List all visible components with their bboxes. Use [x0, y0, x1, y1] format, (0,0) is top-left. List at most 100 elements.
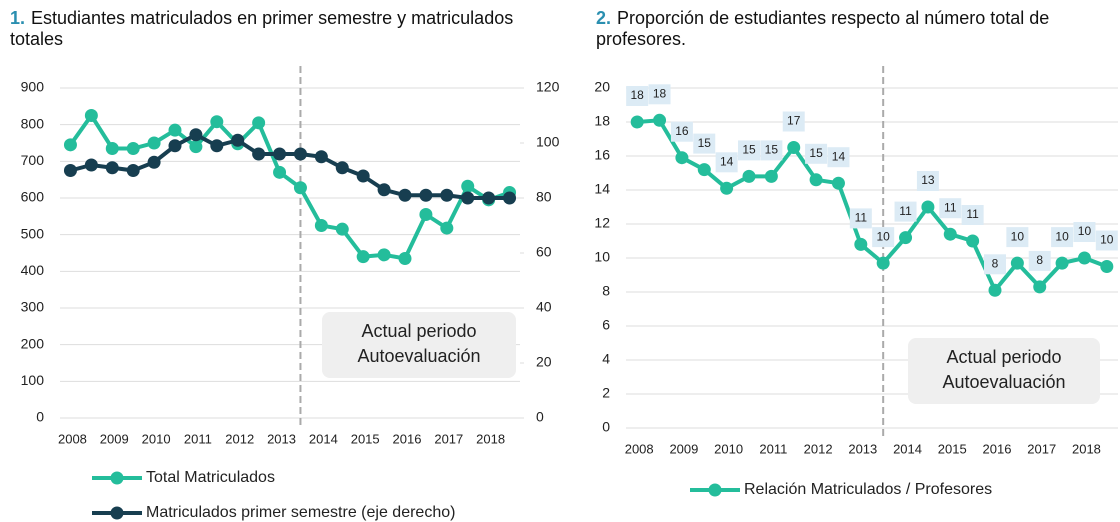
x-tick-label: 2009	[100, 431, 129, 446]
point	[84, 158, 98, 172]
value-label: 17	[787, 114, 801, 128]
point	[252, 116, 266, 130]
point	[461, 191, 475, 205]
point	[943, 227, 957, 241]
point	[697, 163, 711, 177]
x-tick-label: 2016	[983, 441, 1012, 456]
x-tick-label: 2012	[804, 441, 833, 456]
value-label-bg	[916, 171, 939, 191]
y-tick-label: 600	[21, 189, 45, 205]
point	[966, 234, 980, 248]
point	[189, 128, 203, 142]
point	[105, 161, 119, 175]
value-label-bg	[894, 201, 917, 222]
value-label: 10	[1011, 229, 1025, 243]
legend-label: Matriculados primer semestre (eje derech…	[146, 504, 455, 521]
point	[293, 181, 307, 195]
x-tick-label: 2008	[625, 441, 654, 456]
annotation: Actual periodo	[946, 347, 1061, 367]
y2-tick-label: 100	[536, 134, 560, 150]
x-tick-label: 2016	[393, 431, 422, 446]
point	[398, 252, 412, 265]
point	[675, 151, 689, 165]
point	[503, 191, 517, 205]
y-tick-label: 500	[21, 225, 45, 241]
x-tick-label: 2010	[142, 431, 171, 446]
point	[126, 142, 140, 155]
point	[787, 141, 801, 154]
x-tick-label: 2018	[1072, 441, 1101, 456]
legend-marker	[110, 506, 124, 520]
value-label-bg	[827, 147, 850, 168]
point	[440, 221, 454, 235]
point	[440, 188, 454, 202]
x-tick-label: 2015	[938, 441, 967, 456]
value-label: 15	[698, 136, 712, 150]
point	[168, 123, 182, 137]
value-label-bg	[872, 227, 895, 248]
annotation: Autoevaluación	[942, 372, 1065, 392]
point	[921, 200, 935, 214]
point	[293, 147, 307, 161]
legend-label: Total Matriculados	[146, 469, 275, 486]
point	[377, 248, 391, 262]
value-label: 15	[809, 146, 823, 160]
chart-title-2: 2. Proporción de estudiantes respecto al …	[596, 8, 1116, 50]
point	[273, 147, 287, 161]
y2-tick-label: 20	[536, 354, 552, 370]
value-label-bg	[738, 140, 760, 161]
point	[231, 133, 245, 147]
value-label-bg	[648, 84, 671, 105]
x-tick-label: 2010	[714, 441, 743, 456]
series-line	[69, 132, 510, 200]
point	[189, 140, 203, 154]
annotation: Actual periodo	[361, 321, 476, 341]
y-tick-label: 6	[602, 317, 610, 333]
y2-tick-label: 40	[536, 299, 552, 315]
point	[335, 222, 349, 236]
y2-tick-label: 120	[536, 79, 560, 95]
y-tick-label: 0	[602, 419, 610, 435]
value-label: 8	[1036, 253, 1043, 267]
point	[1010, 256, 1024, 270]
x-tick-label: 2011	[184, 431, 212, 446]
point	[876, 256, 890, 270]
point	[314, 150, 328, 164]
point	[126, 164, 140, 177]
value-label-bg	[693, 133, 716, 154]
point	[377, 183, 391, 197]
x-tick-label: 2013	[267, 431, 296, 446]
chart-number: 1.	[10, 8, 26, 28]
y-tick-label: 4	[602, 351, 610, 367]
point	[854, 237, 868, 251]
point	[419, 188, 433, 202]
y-tick-label: 700	[21, 152, 45, 168]
x-tick-label: 2017	[1027, 441, 1056, 456]
point	[899, 231, 913, 245]
chart-title: Estudiantes matriculados en primer semes…	[10, 8, 514, 49]
x-tick-label: 2011	[759, 441, 787, 456]
y2-tick-label: 0	[536, 409, 544, 425]
y-tick-label: 300	[21, 299, 45, 315]
value-label-bg	[715, 152, 738, 173]
point	[84, 109, 98, 122]
value-label: 8	[992, 256, 999, 270]
value-label: 11	[944, 200, 957, 214]
point	[461, 179, 475, 193]
x-tick-label: 2014	[893, 441, 922, 456]
chart-title-1: 1. Estudiantes matriculados en primer sem…	[10, 8, 550, 50]
value-label: 11	[966, 207, 979, 221]
y-tick-label: 10	[594, 249, 610, 265]
x-tick-label: 2018	[476, 431, 505, 446]
chart-number: 2.	[596, 8, 612, 28]
value-label: 10	[1100, 233, 1114, 247]
series-line	[68, 111, 511, 261]
y2-tick-label: 80	[536, 189, 552, 205]
point	[356, 169, 370, 183]
point	[252, 147, 266, 161]
point	[720, 181, 734, 195]
point	[168, 139, 182, 153]
point	[1077, 251, 1091, 265]
